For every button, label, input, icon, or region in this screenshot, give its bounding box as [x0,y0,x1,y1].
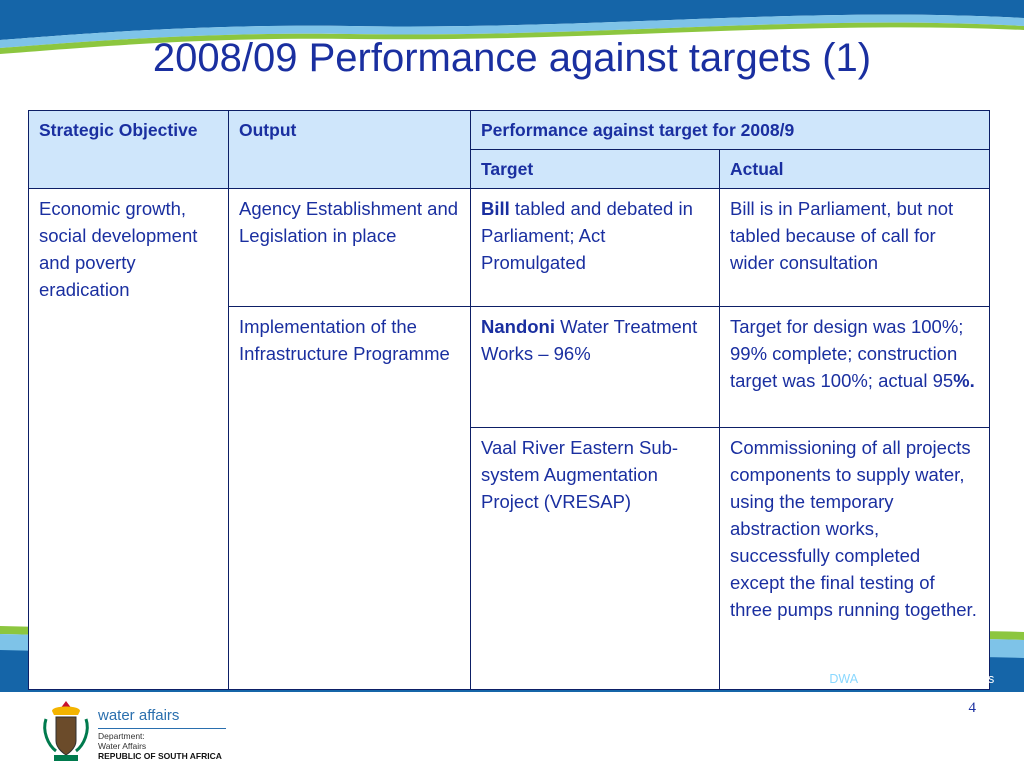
output-cell: Agency Establishment and Legislation in … [228,188,471,307]
actual-cell: Target for design was 100%; 99% complete… [719,306,990,428]
header-row-2: Target Actual [29,149,990,189]
table-row: Economic growth, social development and … [28,188,990,690]
slide-title: 2008/09 Performance against targets (1) [152,36,872,80]
target-cell: Nandoni Water Treatment Works – 96% [470,306,720,428]
top-wave-decoration [0,0,1024,54]
coat-of-arms-icon [43,701,89,761]
actual-cell: Bill is in Parliament, but not tabled be… [719,188,990,307]
logo-country: REPUBLIC OF SOUTH AFRICA [98,751,222,761]
presentation-org: DWA [829,672,858,686]
logo-divider [98,728,226,729]
header-performance-group: Performance against target for 2008/9 [470,110,990,150]
target-cell: Vaal River Eastern Sub-system Augmentati… [470,427,720,690]
logo-department-line2: Water Affairs [98,741,147,751]
logo-wordmark: water affairs [98,707,180,724]
logo-department-line1: Department: [98,731,145,741]
performance-table: Strategic Objective Output Performance a… [28,110,990,690]
presentation-suffix: communication services [857,672,995,686]
logo-department: Department: Water Affairs [98,731,146,751]
table-row: Implementation of the Infrastructure Pro… [29,306,990,690]
header-row-1: Strategic Objective Output Performance a… [28,110,990,189]
target-bold-text: Nandoni [481,316,555,337]
header-strategic-objective: Strategic Objective [28,110,229,189]
target-text: tabled and debated in Parliament; Act Pr… [481,198,693,273]
table-row: Vaal River Eastern Sub-system Augmentati… [29,427,990,690]
output-cell: Implementation of the Infrastructure Pro… [228,306,471,690]
presentation-credit: a presentation by DWA communication serv… [730,672,994,686]
strategic-objective-cell: Economic growth, social development and … [28,188,229,690]
target-cell: Bill tabled and debated in Parliament; A… [470,188,720,307]
target-text: Water Treatment Works – 96% [481,316,698,364]
page-number: 4 [968,700,977,716]
actual-bold-text: %. [953,370,975,391]
target-bold-text: Bill [481,198,510,219]
actual-cell: Commissioning of all projects components… [719,427,990,690]
presentation-prefix: a presentation by [730,672,830,686]
header-actual: Actual [719,149,990,189]
actual-text: Target for design was 100%; 99% complete… [730,316,964,391]
header-output: Output [228,110,471,189]
header-target: Target [470,149,720,189]
